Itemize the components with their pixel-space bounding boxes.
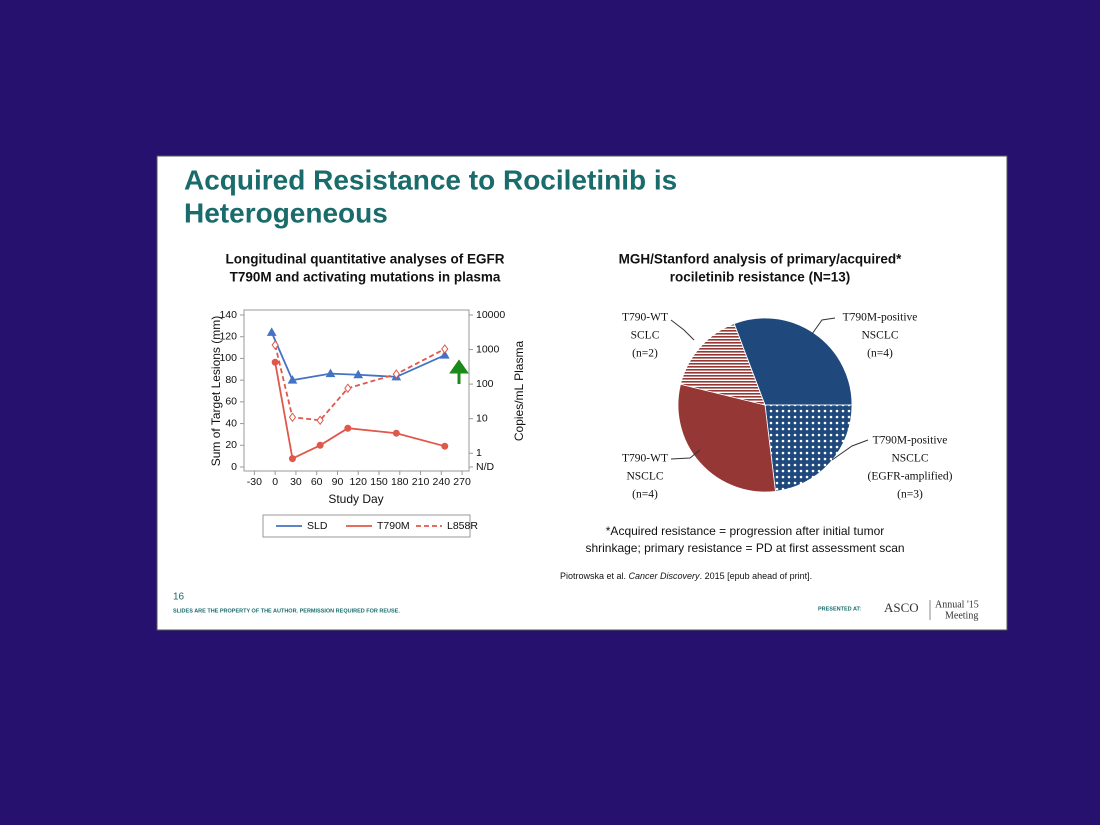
plot-frame bbox=[243, 309, 470, 472]
footer-notice: SLIDES ARE THE PROPERTY OF THE AUTHOR. P… bbox=[173, 608, 400, 614]
y-tick-label: 20 bbox=[225, 439, 237, 451]
x-tick-label: 90 bbox=[332, 476, 344, 488]
marker bbox=[288, 412, 297, 423]
legend-label: T790M bbox=[377, 520, 410, 532]
chart-title: MGH/Stanford analysis of primary/acquire… bbox=[619, 252, 903, 267]
logo: ASCO bbox=[884, 600, 919, 615]
leader-line bbox=[831, 439, 869, 461]
leader-line bbox=[811, 317, 836, 335]
slide bbox=[156, 155, 1008, 631]
page-number: 16 bbox=[173, 592, 185, 603]
meeting: Meeting bbox=[945, 610, 978, 621]
x-axis-label: Study Day bbox=[328, 492, 383, 506]
y-tick-label: 100 bbox=[219, 352, 237, 364]
citation-part: . 2015 [epub ahead of print]. bbox=[700, 571, 813, 581]
citation: Piotrowska et al. Cancer Discovery. 2015… bbox=[560, 571, 812, 581]
footnote: shrinkage; primary resistance = PD at fi… bbox=[585, 541, 904, 555]
marker bbox=[344, 424, 352, 432]
y2-tick-label: 10 bbox=[476, 412, 488, 424]
x-tick-label: 30 bbox=[290, 476, 302, 488]
legend-label: SLD bbox=[307, 520, 328, 532]
y2-tick-label: 1 bbox=[476, 447, 482, 459]
x-tick-label: 180 bbox=[391, 476, 409, 488]
leader-line bbox=[670, 449, 701, 460]
marker bbox=[288, 455, 296, 463]
pie-slice bbox=[677, 383, 776, 493]
chart-title: Longitudinal quantitative analyses of EG… bbox=[225, 252, 504, 267]
marker bbox=[316, 441, 324, 449]
marker bbox=[392, 369, 400, 379]
y-tick-label: 120 bbox=[219, 330, 237, 342]
citation-part: Cancer Discovery bbox=[629, 571, 701, 581]
y2-axis-label: Copies/mL Plasma bbox=[512, 341, 526, 442]
x-tick-label: 0 bbox=[272, 476, 278, 488]
marker bbox=[344, 383, 352, 394]
x-tick-label: 150 bbox=[370, 476, 388, 488]
y-tick-label: 60 bbox=[225, 396, 237, 408]
x-tick-label: 60 bbox=[311, 476, 323, 488]
y-axis-label: Sum of Target Lesions (mm) bbox=[209, 316, 223, 467]
slice-label: NSCLC bbox=[626, 471, 663, 483]
slice-label: T790-WT bbox=[622, 453, 668, 465]
pie-slice bbox=[764, 404, 853, 492]
marker bbox=[441, 442, 449, 450]
slice-label: NSCLC bbox=[861, 330, 898, 342]
meeting: Annual '15 bbox=[935, 599, 979, 610]
series-line bbox=[274, 344, 446, 422]
slice-label: T790M-positive bbox=[843, 312, 918, 324]
y-tick-label: 0 bbox=[231, 461, 237, 473]
slice-value-label: (n=4) bbox=[867, 348, 893, 360]
marker bbox=[271, 340, 279, 350]
y2-tick-label: 1000 bbox=[476, 343, 500, 355]
slice-label: T790-WT bbox=[622, 312, 668, 324]
slice-label: SCLC bbox=[631, 330, 660, 342]
slice-label: T790M-positive bbox=[873, 435, 948, 447]
leader-line bbox=[670, 319, 695, 341]
marker bbox=[353, 369, 364, 379]
chart-title: rociletinib resistance (N=13) bbox=[670, 270, 850, 285]
slice-value-label: (n=4) bbox=[632, 489, 658, 501]
marker bbox=[392, 429, 400, 437]
slice-value-label: (n=2) bbox=[632, 348, 658, 360]
chart-title: T790M and activating mutations in plasma bbox=[230, 270, 501, 285]
marker bbox=[441, 344, 449, 354]
slice-label: (EGFR-amplified) bbox=[868, 471, 953, 483]
slice-value-label: (n=3) bbox=[897, 489, 923, 501]
series-line bbox=[274, 362, 446, 460]
marker bbox=[271, 358, 279, 366]
x-tick-label: 210 bbox=[412, 476, 430, 488]
y2-tick-label: N/D bbox=[476, 461, 495, 473]
arrow bbox=[449, 359, 469, 384]
marker bbox=[316, 415, 324, 426]
x-tick-label: -30 bbox=[247, 476, 262, 488]
x-tick-label: 120 bbox=[349, 476, 367, 488]
slide-title: Acquired Resistance to Rociletinib is bbox=[184, 164, 677, 195]
slide-title: Heterogeneous bbox=[184, 197, 388, 228]
marker bbox=[266, 327, 277, 336]
x-tick-label: 270 bbox=[453, 476, 471, 488]
y-tick-label: 80 bbox=[225, 374, 237, 386]
y-tick-label: 40 bbox=[225, 417, 237, 429]
citation-part: Piotrowska et al. bbox=[560, 571, 629, 581]
marker bbox=[287, 375, 298, 384]
marker bbox=[439, 350, 450, 359]
y2-tick-label: 100 bbox=[476, 378, 494, 390]
presented-at: PRESENTED AT: bbox=[818, 606, 861, 612]
marker bbox=[325, 368, 336, 378]
slice-label: NSCLC bbox=[891, 453, 928, 465]
pie-slice bbox=[733, 317, 853, 406]
pie-slice bbox=[680, 323, 766, 406]
y2-tick-label: 10000 bbox=[476, 309, 505, 321]
footnote: *Acquired resistance = progression after… bbox=[606, 524, 884, 538]
legend-label: L858R bbox=[447, 520, 478, 532]
series-line bbox=[270, 332, 446, 382]
x-tick-label: 240 bbox=[433, 476, 451, 488]
y-tick-label: 140 bbox=[219, 309, 237, 321]
